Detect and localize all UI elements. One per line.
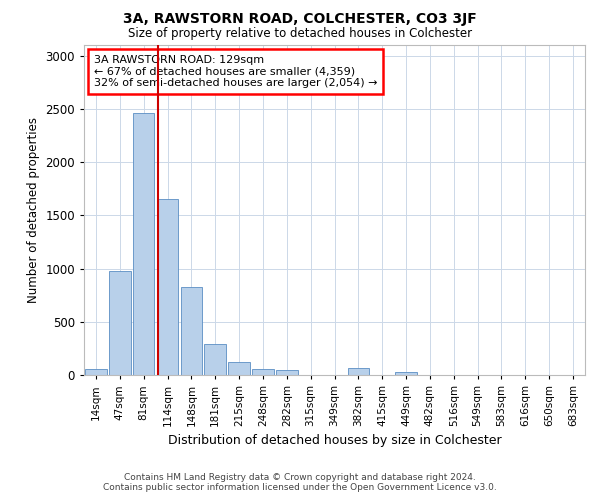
X-axis label: Distribution of detached houses by size in Colchester: Distribution of detached houses by size … xyxy=(167,434,502,448)
Bar xyxy=(109,270,131,375)
Bar xyxy=(229,362,250,375)
Bar xyxy=(85,369,107,375)
Text: Contains HM Land Registry data © Crown copyright and database right 2024.
Contai: Contains HM Land Registry data © Crown c… xyxy=(103,473,497,492)
Bar xyxy=(252,369,274,375)
Text: 3A, RAWSTORN ROAD, COLCHESTER, CO3 3JF: 3A, RAWSTORN ROAD, COLCHESTER, CO3 3JF xyxy=(123,12,477,26)
Bar xyxy=(205,344,226,375)
Bar xyxy=(181,286,202,375)
Text: 3A RAWSTORN ROAD: 129sqm
← 67% of detached houses are smaller (4,359)
32% of sem: 3A RAWSTORN ROAD: 129sqm ← 67% of detach… xyxy=(94,55,377,88)
Bar xyxy=(347,368,369,375)
Bar xyxy=(157,200,178,375)
Bar xyxy=(276,370,298,375)
Y-axis label: Number of detached properties: Number of detached properties xyxy=(27,117,40,303)
Text: Size of property relative to detached houses in Colchester: Size of property relative to detached ho… xyxy=(128,28,472,40)
Bar xyxy=(395,372,417,375)
Bar xyxy=(133,113,154,375)
